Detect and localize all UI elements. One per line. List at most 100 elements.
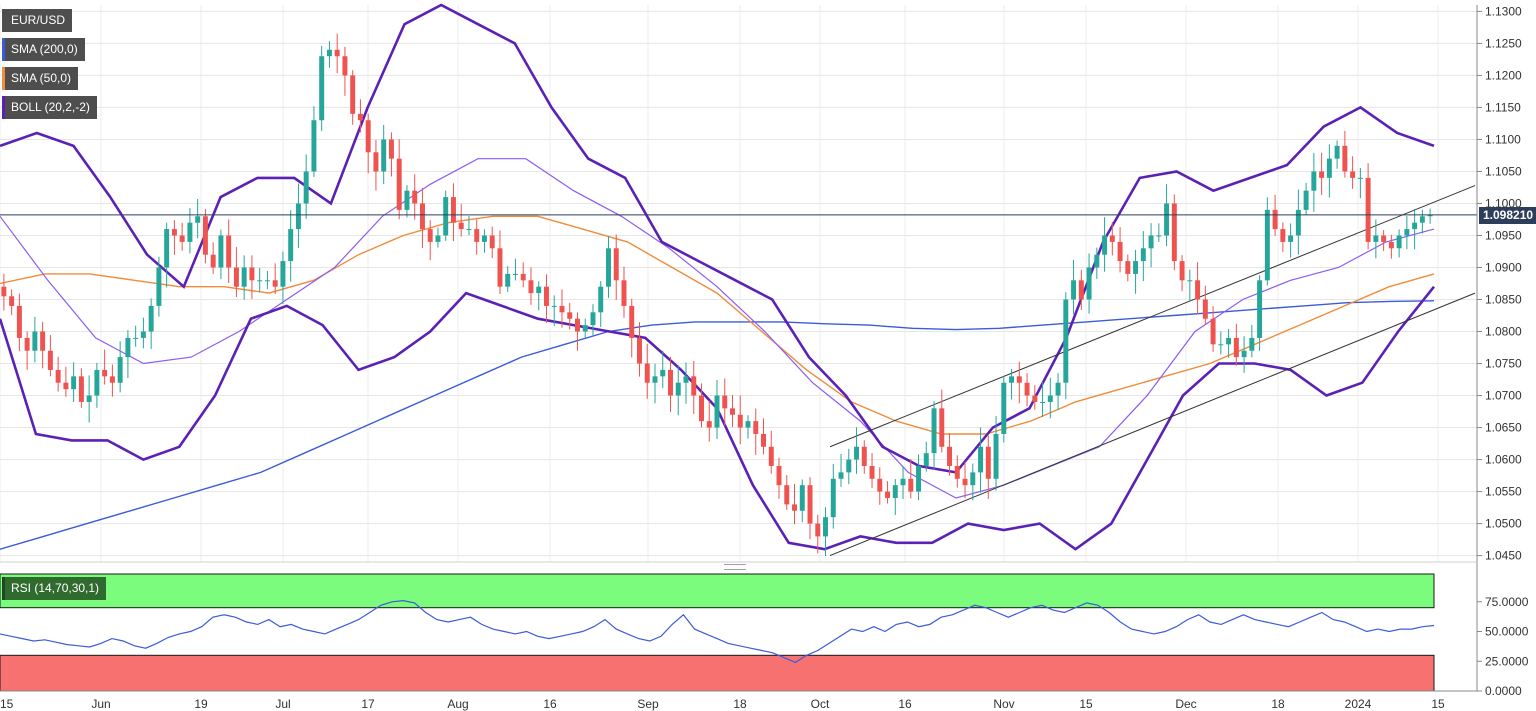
candle-up [606, 248, 611, 287]
candle-down [1342, 145, 1348, 172]
candle-down [365, 120, 371, 153]
candle-up [381, 139, 387, 172]
candle-up [1396, 235, 1402, 249]
candle-down [1125, 261, 1131, 274]
candle-up [830, 478, 836, 518]
candle-up [1334, 145, 1340, 159]
candle-up [125, 337, 131, 358]
candle-down [1032, 395, 1038, 402]
candle-down [202, 216, 208, 255]
candle-up [32, 331, 38, 351]
candle-down [1202, 299, 1208, 319]
candle-down [24, 337, 30, 351]
candle-up [1249, 337, 1255, 351]
x-tick-label: 18 [1271, 697, 1285, 711]
candle-down [458, 222, 464, 230]
candle-up [280, 261, 286, 287]
rsi-zones [0, 572, 1477, 692]
x-tick-label: Jun [91, 697, 110, 711]
candle-up [582, 325, 588, 332]
last-price-badge: 1.098210 [1479, 207, 1536, 224]
candle-down [815, 523, 821, 537]
candle-down [908, 478, 914, 492]
sma200-legend[interactable]: SMA (200,0) [2, 38, 85, 61]
candle-down [543, 286, 549, 306]
candle-down [520, 273, 526, 281]
candle-down [737, 414, 743, 428]
bollinger-legend[interactable]: BOLL (20,2,-2) [2, 96, 97, 119]
x-tick-label: Sep [637, 697, 659, 711]
candle-up [854, 446, 860, 460]
candle-up [311, 120, 317, 172]
candle-up [598, 286, 604, 313]
candle-down [730, 408, 735, 415]
candle-up [1218, 344, 1224, 346]
candle-down [807, 485, 813, 524]
price-tick-label: 1.1300 [1485, 4, 1522, 18]
candle-down [954, 465, 960, 479]
candle-up [1264, 209, 1270, 281]
candle-down [450, 197, 456, 223]
rsi-tick-label: 25.0000 [1485, 654, 1529, 668]
candle-up [218, 235, 224, 268]
candle-down [63, 382, 69, 390]
candle-down [613, 248, 619, 281]
candle-up [288, 229, 294, 262]
candle-down [489, 235, 495, 249]
candle-up [71, 376, 77, 390]
candle-down [47, 350, 53, 370]
sma50-legend[interactable]: SMA (50,0) [2, 67, 79, 90]
candle-up [1140, 248, 1146, 262]
symbol-legend[interactable]: EUR/USD [2, 9, 73, 32]
candle-up [1094, 254, 1100, 268]
rsi-legend[interactable]: RSI (14,70,30,1) [2, 577, 107, 600]
candle-down [1078, 280, 1084, 300]
candle-down [629, 305, 635, 338]
candle-up [1419, 216, 1425, 223]
candle-down [947, 446, 953, 466]
candle-up [481, 235, 487, 242]
x-tick-label: 16 [898, 697, 912, 711]
candle-up [846, 459, 852, 473]
candle-up [1148, 235, 1154, 249]
price-tick-label: 1.1100 [1485, 132, 1521, 146]
x-tick-label: Jul [275, 697, 290, 711]
rsi-plot [0, 599, 1435, 664]
candle-up [652, 376, 658, 383]
candle-down [1319, 171, 1325, 178]
candle-up [900, 478, 906, 486]
axes: 1.1300 1.1250 1.1200 1.1150 1.1100 1.1050 1.10… [0, 4, 1529, 711]
pane-resize-handle[interactable] [724, 564, 746, 570]
candle-up [319, 56, 325, 121]
candle-down [210, 254, 216, 268]
candle-down [861, 446, 867, 466]
candle-down [1171, 203, 1177, 262]
candle-up [505, 273, 511, 287]
price-tick-label: 1.1200 [1485, 68, 1522, 82]
candle-up [993, 433, 999, 479]
x-tick-label: 15 [1431, 697, 1445, 711]
candle-up [551, 305, 557, 307]
price-tick-label: 1.0500 [1485, 517, 1522, 531]
sma50-line [0, 215, 1435, 435]
candle-down [1388, 241, 1394, 249]
price-tick-label: 1.0550 [1485, 485, 1522, 499]
candle-down [722, 395, 728, 409]
candle-down [567, 312, 573, 319]
candle-down [78, 376, 84, 402]
rsi-tick-label: 0.0000 [1485, 684, 1522, 698]
x-tick-label: 15 [1079, 697, 1093, 711]
candle-down [691, 376, 697, 396]
candle-up [1303, 190, 1309, 210]
rsi-oversold-zone [0, 654, 1435, 692]
candle-up [1427, 214, 1433, 217]
candle-up [512, 273, 518, 275]
candle-up [187, 222, 193, 242]
price-tick-label: 1.0750 [1485, 357, 1522, 371]
candle-down [226, 235, 232, 268]
candle-down [668, 369, 673, 396]
candle-down [621, 280, 627, 306]
candle-up [1326, 158, 1332, 178]
candle-down [1350, 171, 1356, 178]
